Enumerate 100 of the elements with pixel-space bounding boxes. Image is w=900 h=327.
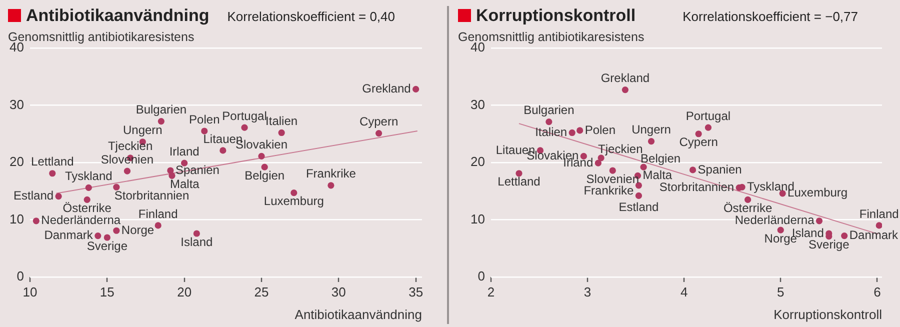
x-tick-label: 5 (777, 284, 784, 300)
point (546, 118, 552, 126)
x-tick-label: 6 (874, 284, 881, 300)
x-axis-title: Korruptionskontroll (774, 306, 882, 322)
point (158, 118, 164, 125)
point (594, 160, 602, 166)
annotation: Luxemburg (264, 194, 324, 208)
point (241, 124, 248, 131)
chart-title: Korruptionskontroll (476, 6, 636, 26)
point (635, 182, 642, 189)
annotation: Grekland (600, 71, 650, 86)
x-tick-label: 35 (408, 284, 424, 300)
x-tick-label: 15 (100, 284, 114, 300)
point (104, 234, 110, 241)
annotation: Italien (266, 114, 298, 128)
annotation: Cypern (359, 114, 398, 129)
point (278, 129, 285, 136)
annotation: Estland (14, 188, 54, 203)
point (168, 172, 176, 179)
annotation: Grekland (362, 82, 411, 96)
y-tick-label: 10 (10, 211, 24, 226)
annotation: Österrike (723, 201, 772, 216)
y-tick-label: 10 (470, 211, 485, 226)
annotation: Bulgarien (136, 102, 187, 117)
annotation: Portugal (686, 108, 731, 123)
annotation: Irland (169, 144, 200, 158)
annotation: Nederländerna (41, 213, 121, 228)
chart-title: Antibiotikaanvändning (26, 6, 210, 26)
annotation: Frankrike (306, 166, 356, 181)
point (290, 190, 298, 196)
text: Korrelationskoefficient = 0,40 (227, 9, 395, 24)
point (328, 182, 334, 189)
point (220, 147, 226, 154)
annotation: Malta (642, 168, 672, 182)
y-tick-label: 20 (10, 154, 24, 170)
point (55, 192, 62, 200)
point (648, 138, 655, 145)
x-tick-label: 30 (331, 284, 346, 300)
point (736, 184, 742, 191)
annotation: Bulgarien (524, 103, 574, 118)
point (516, 170, 522, 177)
annotation: Estland (618, 200, 659, 214)
point (816, 218, 823, 224)
x-tick-label: 20 (177, 284, 192, 300)
annotation: Belgien (244, 168, 285, 182)
point (113, 184, 120, 190)
point (261, 164, 268, 170)
point (94, 232, 102, 240)
annotation: Tyskland (64, 169, 112, 184)
x-axis-title: Antibiotikaanvändning (294, 306, 422, 322)
annotation: Finland (859, 206, 899, 221)
point (49, 170, 56, 177)
point (576, 127, 584, 134)
point (609, 167, 616, 174)
x-tick-label: 10 (22, 284, 38, 300)
point (375, 130, 382, 137)
point (201, 128, 208, 134)
annotation: Ungern (122, 123, 162, 138)
point (85, 184, 92, 191)
point (32, 218, 40, 224)
x-tick-label: 4 (680, 284, 688, 300)
point (258, 152, 265, 160)
annotation: Cypern (679, 135, 718, 150)
annotation: Tjeckien (598, 142, 643, 156)
y-tick-label: 0 (16, 268, 24, 284)
annotation: Lettland (31, 154, 74, 169)
y-tick-label: 0 (478, 268, 485, 284)
y-tick-label: 30 (470, 96, 485, 112)
point (622, 86, 628, 94)
annotation: Norge (121, 222, 154, 237)
annotation: Polen (584, 122, 616, 137)
annotation: Island (180, 234, 213, 249)
annotation: Storbritannien (114, 188, 190, 202)
annotation: Portugal (222, 108, 267, 123)
annotation: Spanien (698, 162, 742, 176)
annotation: Slovenien (100, 152, 154, 166)
y-tick-label: 20 (470, 154, 485, 170)
point (113, 227, 120, 234)
point (193, 230, 200, 237)
point (841, 232, 848, 240)
point (412, 86, 420, 93)
point (704, 124, 712, 131)
annotation: Polen (189, 112, 220, 126)
text: Korrelationskoefficient = −0,77 (682, 9, 858, 24)
point (568, 129, 576, 136)
annotation: Finland (138, 206, 178, 221)
annotation: Slovenien (586, 172, 640, 186)
point (777, 226, 784, 234)
point (124, 168, 131, 174)
x-tick-label: 25 (254, 284, 269, 300)
annotation: Danmark (849, 228, 900, 242)
point (695, 130, 702, 138)
y-tick-label: 30 (10, 96, 24, 112)
x-tick-label: 3 (584, 284, 592, 300)
annotation: Belgien (640, 151, 681, 166)
annotation: Ungern (632, 122, 671, 137)
point (154, 222, 162, 229)
annotation: Nederländerna (734, 213, 815, 228)
point (635, 192, 642, 200)
point (689, 166, 696, 174)
